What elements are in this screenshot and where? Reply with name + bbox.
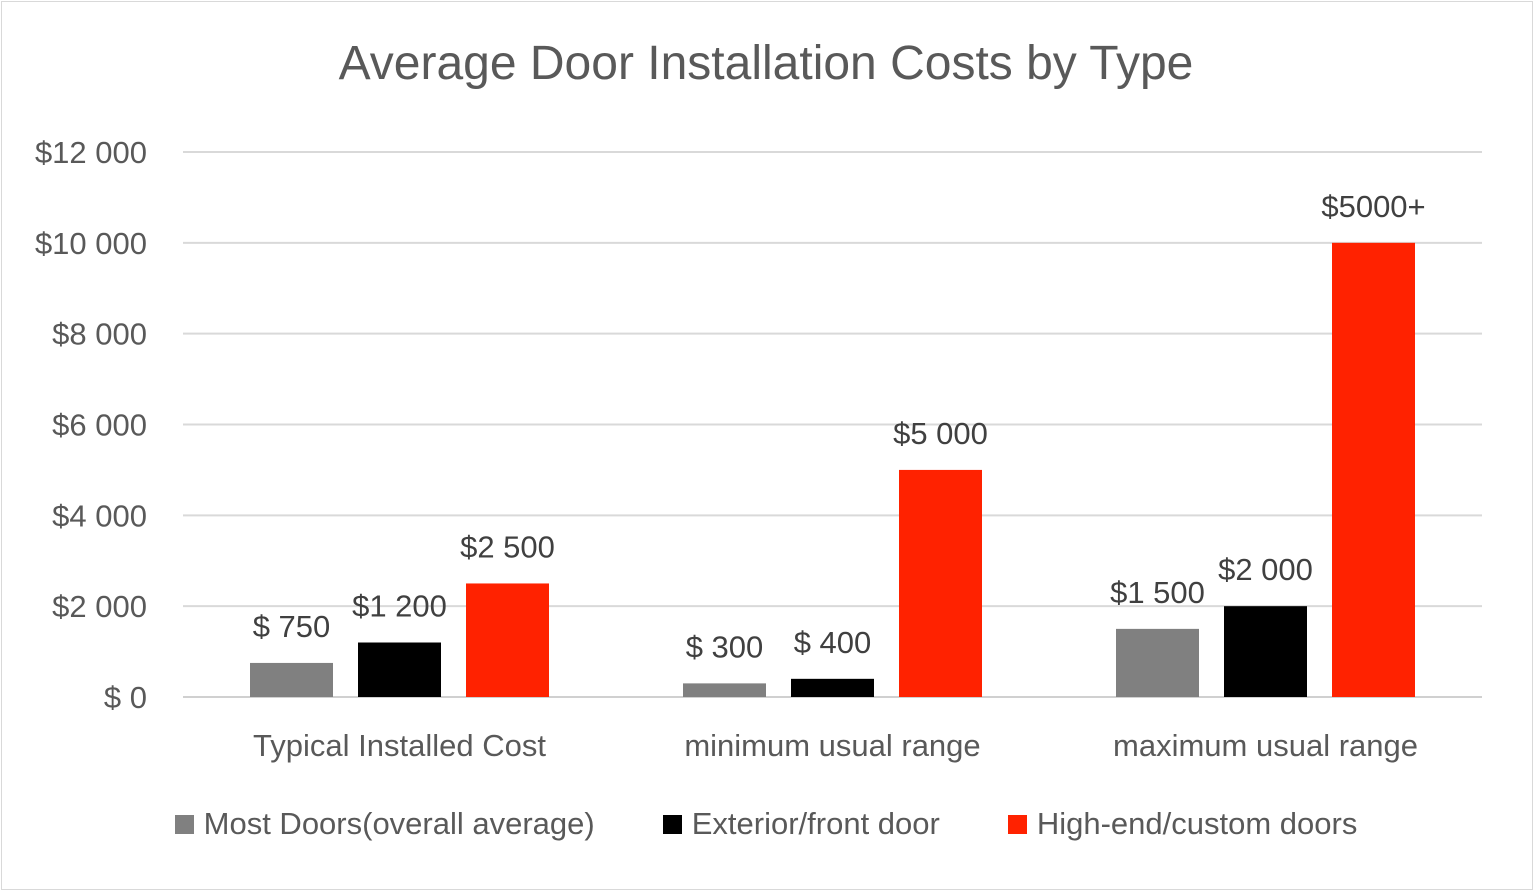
legend-label-most-doors: Most Doors(overall average)	[203, 806, 595, 841]
y-tick-label: $12 000	[35, 135, 147, 170]
data-label: $5 000	[893, 416, 988, 451]
bar	[1332, 242, 1415, 698]
y-tick-label: $8 000	[52, 317, 147, 352]
x-tick-label: Typical Installed Cost	[253, 728, 546, 763]
bar	[791, 678, 874, 697]
data-label: $5000+	[1321, 189, 1425, 224]
legend-swatch-exterior-door	[662, 814, 682, 834]
y-tick-label: $6 000	[52, 408, 147, 443]
data-label: $1 200	[352, 589, 447, 624]
legend-label-high-end-doors: High-end/custom doors	[1036, 806, 1358, 841]
data-label: $ 400	[794, 625, 872, 660]
legend-label-exterior-door: Exterior/front door	[691, 806, 940, 841]
bar	[683, 683, 766, 697]
bar	[1224, 606, 1307, 697]
data-label: $1 500	[1110, 575, 1205, 610]
chart-title: Average Door Installation Costs by Type	[338, 37, 1194, 90]
chart-legend: Most Doors(overall average) Exterior/fro…	[0, 806, 1532, 842]
bar	[899, 469, 982, 697]
y-tick-label: $4 000	[52, 498, 147, 533]
x-tick-label: maximum usual range	[1113, 728, 1418, 763]
data-label: $ 300	[686, 629, 764, 664]
bar	[1116, 628, 1199, 697]
bar	[466, 583, 549, 697]
data-label: $2 000	[1218, 552, 1313, 587]
y-tick-label: $10 000	[35, 226, 147, 261]
legend-item-most-doors: Most Doors(overall average)	[174, 806, 595, 842]
data-label: $ 750	[253, 609, 331, 644]
legend-item-high-end-doors: High-end/custom doors	[1007, 806, 1358, 842]
data-label: $2 500	[460, 529, 555, 564]
y-tick-label: $2 000	[52, 589, 147, 624]
legend-item-exterior-door: Exterior/front door	[662, 806, 940, 842]
x-tick-label: minimum usual range	[684, 728, 980, 763]
bar	[358, 642, 441, 697]
bar	[250, 662, 333, 697]
legend-swatch-high-end-doors	[1007, 814, 1027, 834]
y-tick-label: $ 0	[104, 680, 147, 715]
legend-swatch-most-doors	[174, 814, 194, 834]
